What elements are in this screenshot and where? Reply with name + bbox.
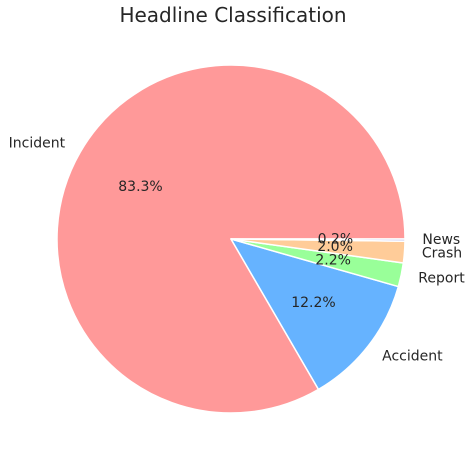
pie-slices bbox=[56, 64, 406, 414]
slice-pct-news: 0.2% bbox=[318, 232, 354, 248]
chart-title: Headline Classification bbox=[119, 3, 346, 27]
pie-slice-accident bbox=[230, 238, 400, 391]
slice-pct-report: 2.2% bbox=[315, 253, 351, 269]
pie-labels: Incident 83.3% Accident 12.2% Report 2.2% Cras… bbox=[9, 136, 466, 365]
slice-pct-incident: 83.3% bbox=[118, 179, 162, 195]
slice-label-accident: Accident bbox=[382, 348, 443, 364]
slice-label-crash: Crash bbox=[422, 245, 462, 261]
slice-label-report: Report bbox=[418, 270, 465, 286]
slice-pct-accident: 12.2% bbox=[291, 295, 335, 311]
pie-slice-news bbox=[230, 238, 406, 242]
slice-label-incident: Incident bbox=[9, 136, 66, 152]
slice-pct-crash: 2.0% bbox=[317, 239, 353, 255]
slice-label-news: News bbox=[422, 232, 460, 248]
